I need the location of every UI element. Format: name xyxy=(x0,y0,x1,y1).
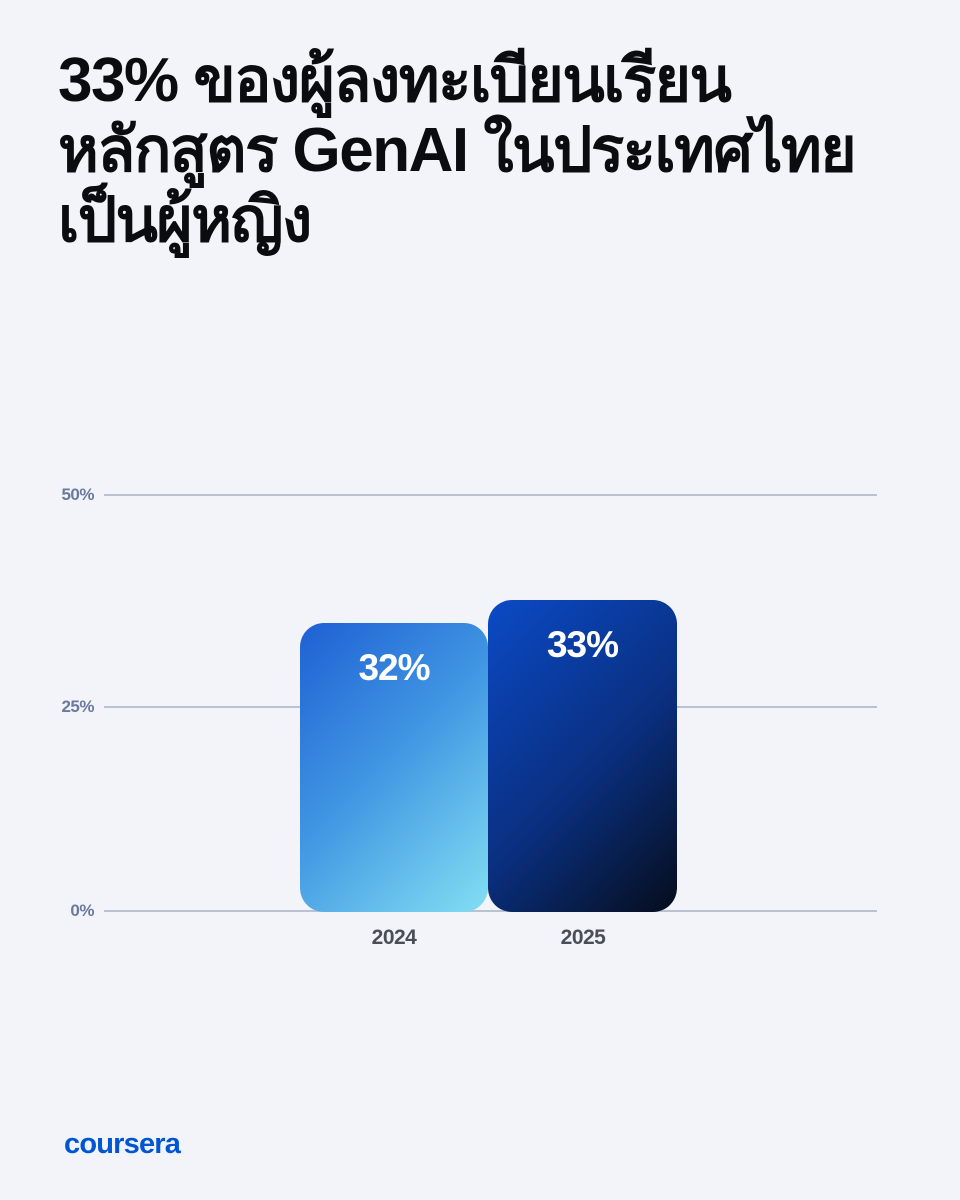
y-axis-tick-50: 50% xyxy=(61,485,94,504)
gridline-0 xyxy=(104,910,877,912)
title-line-1: 33% ของผู้ลงทะเบียนเรียน xyxy=(58,46,732,115)
bar-2024: 32% xyxy=(300,623,488,912)
title-line-3: เป็นผู้หญิง xyxy=(58,186,312,255)
x-axis-label-2024: 2024 xyxy=(371,926,417,949)
x-axis-label-2025: 2025 xyxy=(560,926,606,949)
title-line-2: หลักสูตร GenAI ในประเทศไทย xyxy=(58,116,857,185)
y-axis-tick-25: 25% xyxy=(61,697,94,716)
y-axis-tick-0: 0% xyxy=(70,901,94,920)
bar-2024-value-label: 32% xyxy=(358,647,430,688)
page-title: 33% ของผู้ลงทะเบียนเรียน หลักสูตร GenAI … xyxy=(58,46,918,256)
footer: coursera xyxy=(64,1128,181,1164)
bar-2025-value-label: 33% xyxy=(546,624,619,665)
gridline-50 xyxy=(104,494,877,496)
coursera-logo: coursera xyxy=(64,1128,181,1160)
bar-2025: 33% xyxy=(488,600,677,912)
